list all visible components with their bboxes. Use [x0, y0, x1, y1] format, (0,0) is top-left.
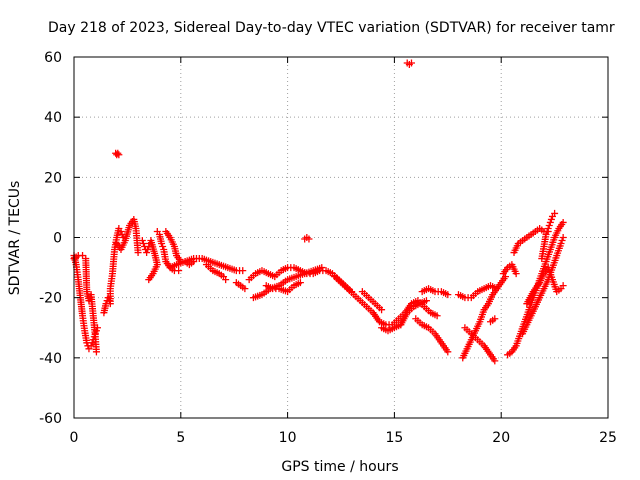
series-arc-32	[538, 209, 559, 263]
data-point	[545, 221, 553, 229]
gridlines	[74, 57, 608, 418]
series-arc-04	[112, 149, 123, 159]
data-point	[422, 297, 430, 305]
data-point	[318, 264, 326, 272]
data-point	[87, 342, 95, 350]
data-point	[558, 237, 566, 245]
data-point	[547, 215, 555, 223]
data-point	[542, 230, 550, 238]
x-tick-label: 20	[492, 430, 510, 446]
data-point	[117, 227, 125, 235]
y-tick-label: -40	[39, 351, 62, 367]
data-point	[175, 267, 183, 275]
series-arc-15	[301, 234, 313, 243]
y-tick-label: 20	[44, 170, 62, 186]
data-point	[491, 357, 499, 365]
series-arc-22	[418, 285, 452, 299]
data-point	[559, 234, 567, 241]
tick-labels: 0 5 10 15 20 25 -60 -40 -20 0 20 40 60	[39, 50, 617, 446]
series-arc-26	[487, 315, 499, 326]
data-point	[158, 240, 166, 248]
data-point	[543, 227, 551, 235]
data-point	[433, 312, 441, 320]
series-arc-17	[358, 288, 386, 314]
series-arc-10	[202, 261, 230, 284]
series-arc-31	[519, 234, 567, 338]
chart-title: Day 218 of 2023, Sidereal Day-to-day VTE…	[48, 20, 615, 36]
data-point	[143, 249, 151, 257]
data-point	[139, 240, 147, 248]
series-arc-02	[70, 252, 100, 356]
data-series	[70, 59, 567, 365]
data-point	[491, 315, 499, 323]
data-point	[114, 149, 122, 157]
data-point	[92, 348, 100, 356]
y-tick-label: -60	[39, 411, 62, 427]
series-arc-14	[262, 279, 304, 296]
y-axis-label: SDTVAR / TECUs	[7, 181, 23, 296]
x-tick-label: 0	[70, 430, 79, 446]
data-point	[296, 279, 304, 287]
x-tick-label: 15	[385, 430, 403, 446]
x-axis-label: GPS time / hours	[281, 459, 398, 475]
tick-marks	[73, 56, 609, 419]
series-arc-25	[461, 324, 499, 365]
series-arc-06	[138, 237, 161, 284]
y-tick-label: 40	[44, 110, 62, 126]
y-tick-label: -20	[39, 291, 62, 307]
series-arc-11	[232, 279, 249, 293]
data-point	[546, 218, 554, 226]
data-point	[512, 270, 520, 278]
x-tick-label: 25	[599, 430, 617, 446]
series-arc-16	[331, 273, 441, 329]
data-point	[444, 291, 452, 299]
data-point	[305, 235, 313, 243]
y-tick-label: 60	[44, 50, 62, 66]
series-arc-05	[113, 215, 142, 257]
series-arc-07	[153, 227, 183, 275]
data-point	[138, 237, 146, 245]
data-point	[551, 209, 559, 217]
data-point	[241, 285, 249, 293]
data-point	[115, 151, 123, 159]
series-arc-09	[166, 255, 247, 275]
data-point	[407, 59, 415, 67]
data-point	[544, 224, 552, 232]
x-tick-label: 5	[176, 430, 185, 446]
data-point	[145, 276, 153, 284]
data-point	[159, 243, 167, 251]
data-point	[222, 276, 230, 284]
series-arc-28	[499, 261, 520, 278]
series-arc-03	[100, 224, 127, 317]
data-point	[79, 252, 87, 260]
data-point	[444, 348, 452, 356]
data-point	[239, 267, 247, 275]
series-arc-19	[397, 297, 430, 329]
data-point	[559, 282, 567, 290]
data-point	[88, 339, 96, 347]
data-point	[134, 249, 142, 257]
y-tick-label: 0	[53, 231, 62, 247]
data-point	[557, 240, 565, 248]
series-arc-21	[412, 315, 452, 356]
series-arc-20	[403, 59, 415, 69]
series-arc-18	[378, 321, 405, 335]
data-point	[86, 294, 94, 302]
x-tick-label: 10	[279, 430, 297, 446]
data-point	[559, 218, 567, 226]
series-arc-24	[459, 273, 509, 362]
data-point	[378, 306, 386, 314]
